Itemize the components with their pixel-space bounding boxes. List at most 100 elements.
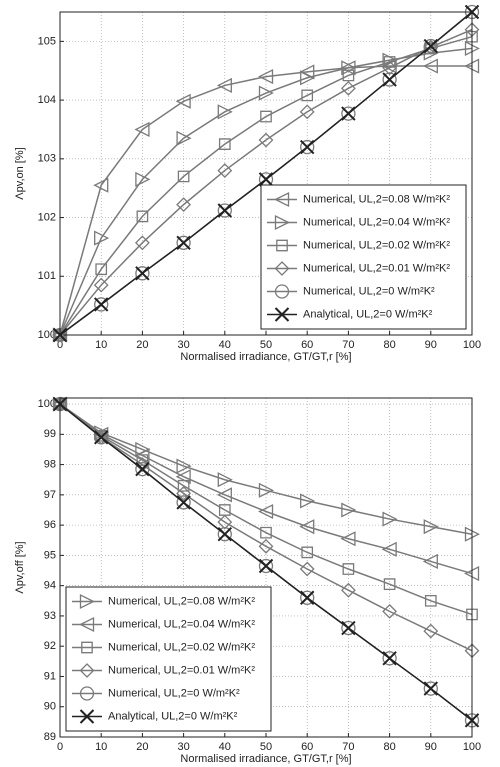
y-tick-label: 90 bbox=[44, 701, 56, 713]
y-tick-label: 96 bbox=[44, 519, 56, 531]
y-tick-label: 101 bbox=[38, 270, 56, 282]
marker bbox=[135, 461, 150, 477]
marker bbox=[341, 106, 356, 121]
marker bbox=[216, 77, 232, 93]
x-tick-label: 40 bbox=[219, 339, 231, 351]
marker bbox=[176, 235, 191, 251]
marker bbox=[382, 72, 397, 87]
series-line bbox=[59, 403, 473, 652]
legend-marker bbox=[79, 593, 95, 610]
marker bbox=[424, 594, 437, 607]
marker bbox=[422, 58, 438, 74]
marker bbox=[300, 493, 316, 509]
marker bbox=[383, 578, 396, 590]
x-tick-label: 20 bbox=[136, 741, 148, 753]
series-line bbox=[59, 403, 473, 535]
marker bbox=[176, 495, 191, 510]
marker bbox=[382, 603, 398, 619]
marker bbox=[258, 69, 274, 85]
series-line bbox=[59, 403, 473, 616]
marker bbox=[301, 89, 314, 102]
legend-marker bbox=[79, 616, 95, 633]
marker bbox=[300, 70, 316, 86]
marker bbox=[218, 504, 231, 516]
marker bbox=[342, 69, 355, 82]
marker bbox=[93, 297, 109, 312]
legend-marker bbox=[274, 191, 290, 208]
axes-frame bbox=[59, 11, 473, 336]
y-tick-label: 95 bbox=[44, 549, 56, 561]
marker bbox=[134, 235, 150, 251]
marker bbox=[176, 485, 192, 501]
y-tick-label: 93 bbox=[44, 610, 56, 622]
y-tick-label: 99 bbox=[44, 428, 56, 440]
marker bbox=[258, 172, 274, 187]
x-tick-label: 50 bbox=[260, 339, 272, 351]
marker bbox=[258, 538, 274, 554]
marker bbox=[93, 177, 109, 193]
marker bbox=[423, 519, 439, 535]
marker bbox=[217, 163, 233, 178]
marker bbox=[300, 590, 315, 605]
marker bbox=[176, 458, 192, 474]
y-tick-label: 102 bbox=[38, 211, 56, 223]
y-tick-label: 100 bbox=[38, 329, 56, 341]
marker bbox=[94, 297, 109, 312]
x-tick-label: 60 bbox=[301, 339, 313, 351]
marker bbox=[299, 104, 315, 120]
y-tick-label: 89 bbox=[44, 731, 56, 743]
x-tick-label: 90 bbox=[425, 339, 437, 351]
marker bbox=[382, 651, 397, 666]
marker bbox=[217, 472, 233, 488]
marker bbox=[177, 170, 190, 183]
marker bbox=[134, 121, 150, 138]
marker bbox=[258, 558, 274, 574]
marker bbox=[216, 487, 232, 503]
x-tick-label: 10 bbox=[95, 339, 107, 351]
marker bbox=[93, 277, 109, 293]
marker bbox=[341, 60, 357, 76]
marker bbox=[95, 263, 108, 276]
marker bbox=[176, 235, 191, 250]
x-tick-label: 50 bbox=[260, 741, 272, 753]
x-tick-label: 80 bbox=[383, 339, 395, 351]
marker bbox=[135, 266, 150, 281]
marker bbox=[299, 519, 315, 535]
y-tick-label: 98 bbox=[44, 458, 56, 470]
y-tick-label: 97 bbox=[44, 489, 56, 501]
marker bbox=[342, 563, 355, 575]
marker bbox=[423, 681, 439, 696]
marker bbox=[423, 38, 438, 54]
marker bbox=[176, 197, 192, 213]
marker bbox=[260, 526, 272, 539]
legend-label: Numerical, UL,2=0.08 W/m²K² bbox=[303, 193, 450, 205]
marker bbox=[94, 230, 110, 246]
legend-marker bbox=[79, 709, 95, 724]
marker bbox=[217, 104, 233, 120]
marker bbox=[299, 561, 315, 577]
x-tick-label: 20 bbox=[136, 339, 148, 351]
marker bbox=[94, 430, 109, 445]
y-tick-label: 105 bbox=[38, 35, 56, 47]
marker bbox=[422, 553, 438, 569]
legend-label: Numerical, UL,2=0.08 W/m²K² bbox=[108, 595, 255, 607]
marker bbox=[340, 582, 356, 598]
x-tick-label: 100 bbox=[463, 339, 481, 351]
series-line bbox=[59, 65, 472, 336]
x-tick-label: 90 bbox=[425, 741, 437, 753]
marker bbox=[217, 526, 233, 542]
marker bbox=[341, 106, 356, 121]
legend-label: Numerical, UL,2=0.04 W/m²K² bbox=[108, 618, 255, 630]
x-tick-label: 30 bbox=[177, 741, 189, 753]
marker bbox=[258, 558, 274, 574]
marker bbox=[301, 546, 314, 559]
marker bbox=[258, 85, 274, 101]
y-tick-label: 103 bbox=[38, 153, 56, 165]
marker bbox=[466, 608, 478, 621]
x-tick-label: 40 bbox=[219, 741, 231, 753]
marker bbox=[135, 171, 151, 187]
legend-marker bbox=[274, 307, 290, 322]
legend-label: Analytical, UL,2=0 W/m²K² bbox=[108, 710, 238, 722]
x-tick-label: 80 bbox=[383, 741, 395, 753]
legend-marker bbox=[79, 663, 95, 678]
